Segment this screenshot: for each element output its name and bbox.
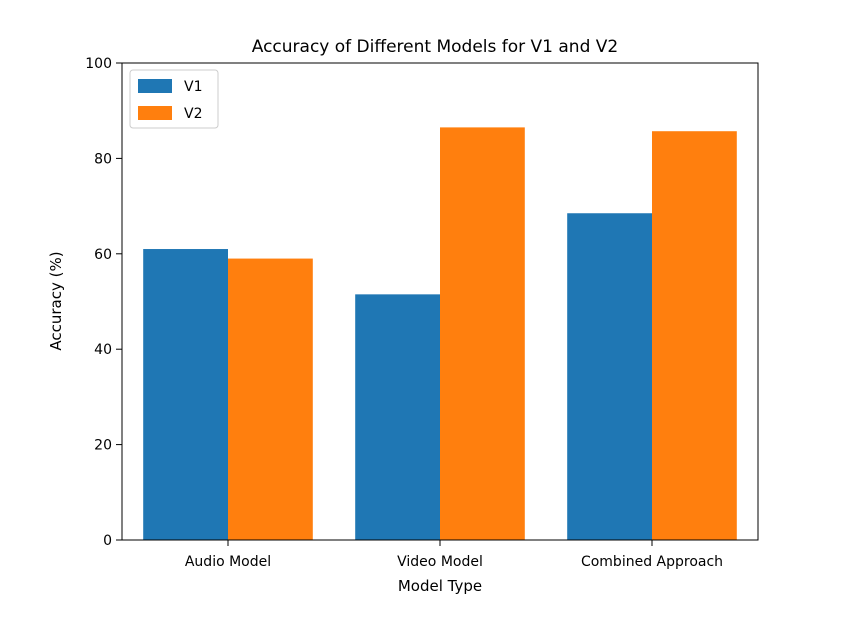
x-tick-label-video-model: Video Model (397, 554, 483, 570)
y-tick-label-80: 80 (94, 151, 112, 167)
y-axis-label: Accuracy (%) (47, 251, 65, 350)
y-tick-label-100: 100 (85, 56, 112, 72)
chart-title: Accuracy of Different Models for V1 and … (252, 37, 618, 57)
y-tick-label-60: 60 (94, 247, 112, 263)
bars-group (143, 127, 737, 540)
bar-v2-audio-model (228, 258, 313, 540)
legend-label-v1: V1 (184, 79, 202, 95)
bar-v2-combined-approach (652, 131, 737, 540)
bar-v1-audio-model (143, 249, 228, 540)
x-axis-label: Model Type (398, 577, 482, 595)
y-axis-ticks: 0 20 40 60 80 100 (85, 56, 122, 549)
bar-v1-video-model (355, 294, 440, 540)
x-tick-label-combined-approach: Combined Approach (581, 554, 723, 570)
legend-label-v2: V2 (184, 106, 202, 122)
bar-v2-video-model (440, 127, 525, 540)
legend-swatch-v1 (138, 79, 172, 93)
y-tick-label-20: 20 (94, 438, 112, 454)
legend: V1 V2 (129, 69, 219, 129)
x-axis-ticks: Audio Model Video Model Combined Approach (185, 540, 723, 570)
y-tick-label-40: 40 (94, 342, 112, 358)
plot-area: 0 20 40 60 80 100 Audio Model Video Model Combi… (85, 56, 759, 570)
y-tick-label-0: 0 (103, 533, 112, 549)
legend-swatch-v2 (138, 106, 172, 120)
x-tick-label-audio-model: Audio Model (185, 554, 271, 570)
bar-v1-combined-approach (567, 213, 652, 540)
